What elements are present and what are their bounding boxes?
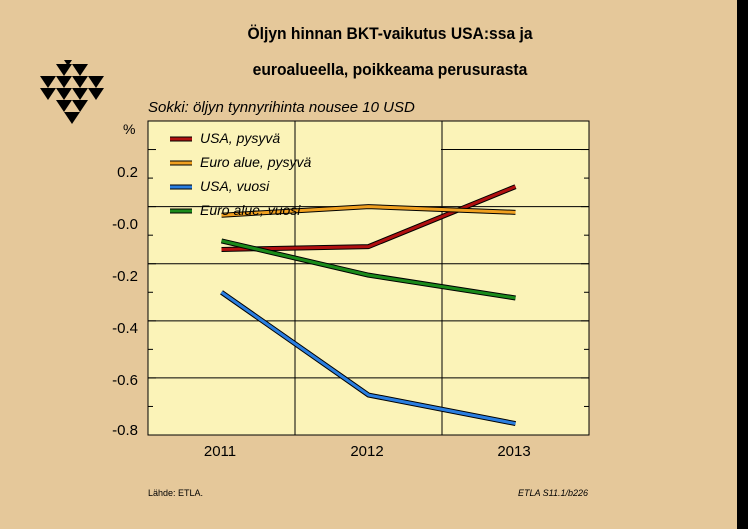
source-note: Lähde: ETLA. <box>148 488 204 498</box>
plot-area <box>148 121 589 435</box>
x-tick-label: 2012 <box>350 443 384 460</box>
series-line <box>221 205 516 217</box>
y-tick-label: -0.6 <box>112 372 138 389</box>
chart-code: ETLA S11.1/b226 <box>518 488 589 498</box>
etla-logo-icon <box>40 60 104 124</box>
x-tick-label: 2011 <box>203 443 237 460</box>
legend-label: USA, vuosi <box>200 178 270 194</box>
chart-subtitle: Sokki: öljyn tynnyrihinta nousee 10 USD <box>148 99 415 116</box>
x-tick-label: 2013 <box>497 443 531 460</box>
chart-title-line1: Öljyn hinnan BKT-vaikutus USA:ssa ja <box>247 24 533 43</box>
legend-label: Euro alue, pysyvä <box>200 154 312 170</box>
y-tick-label: -0.8 <box>112 422 138 439</box>
plot-border <box>147 120 590 436</box>
y-axis-unit: % <box>123 121 136 137</box>
series-line <box>221 239 516 300</box>
series-line <box>220 291 516 426</box>
chart-title-line2: euroalueella, poikkeama perusurasta <box>252 60 528 79</box>
series-line <box>221 185 517 251</box>
y-tick-label: 0.2 <box>117 164 138 181</box>
legend-label: USA, pysyvä <box>200 130 281 146</box>
y-tick-label: -0.0 <box>112 216 138 233</box>
y-tick-label: -0.4 <box>112 320 138 337</box>
legend-label: Euro alue, vuosi <box>200 202 301 218</box>
y-tick-label: -0.2 <box>112 268 138 285</box>
